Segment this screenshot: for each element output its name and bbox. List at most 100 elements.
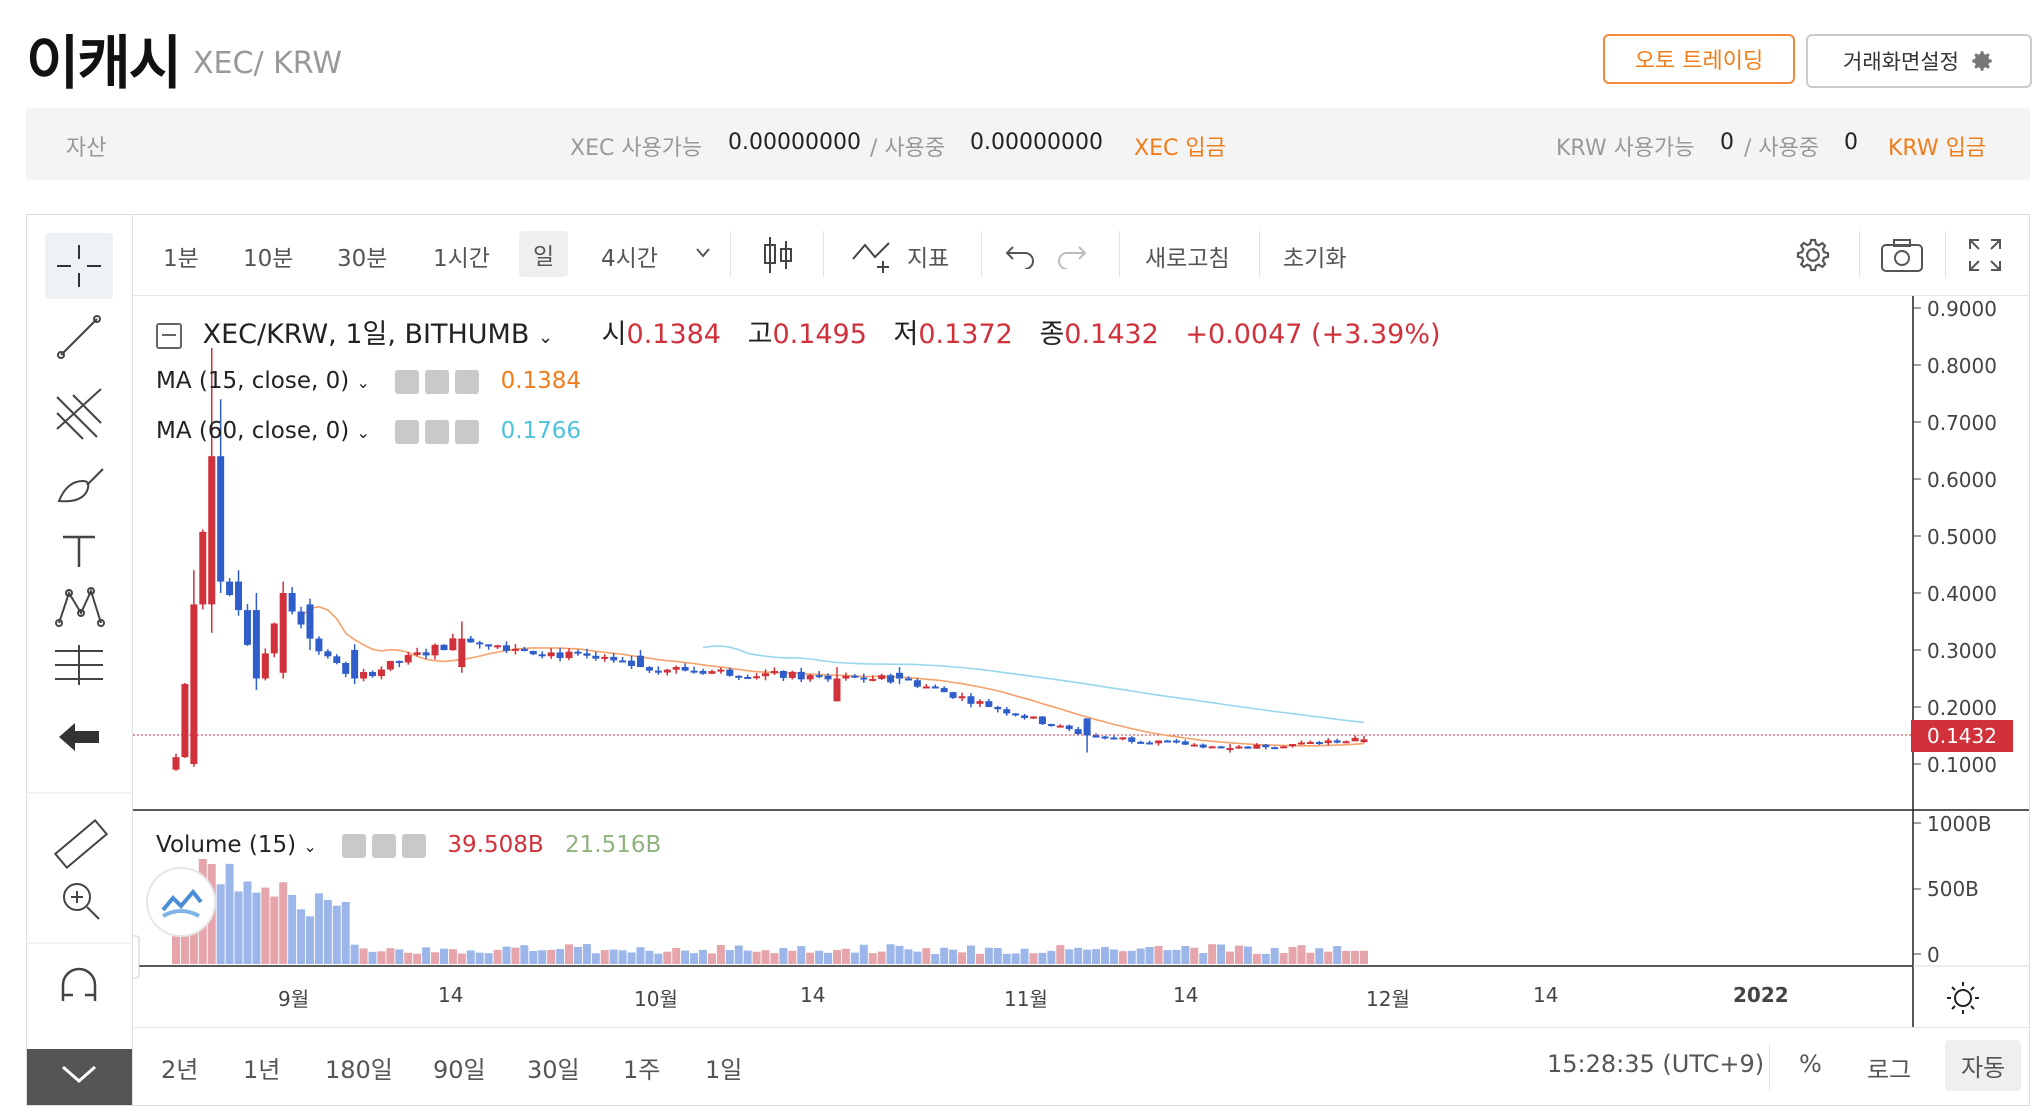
pitchfork-icon[interactable]	[56, 388, 102, 440]
collapse-legend-icon[interactable]	[156, 322, 182, 349]
gear-icon[interactable]	[425, 369, 450, 394]
volume-bar	[716, 944, 725, 964]
eye-icon[interactable]	[395, 369, 420, 394]
gear-icon[interactable]	[425, 419, 450, 444]
volume-bar	[1306, 952, 1315, 964]
volume-bar	[413, 953, 422, 964]
log-toggle[interactable]: 로그	[1867, 1056, 1912, 1084]
volume-bar	[895, 945, 904, 964]
price-chart[interactable]	[133, 296, 2029, 1027]
interval-30m[interactable]: 30분	[337, 246, 388, 272]
candle-body	[681, 666, 689, 671]
crosshair-icon[interactable]	[57, 245, 101, 287]
candle-body	[815, 675, 823, 678]
arrow-left-icon[interactable]	[59, 723, 99, 751]
volume-bar	[636, 947, 645, 964]
volume-bar	[958, 952, 967, 964]
candle-body	[306, 604, 314, 639]
brightness-icon[interactable]	[1947, 982, 1979, 1014]
gear-icon[interactable]	[372, 833, 397, 858]
ma-path	[702, 645, 1365, 724]
redo-icon[interactable]	[1055, 241, 1087, 269]
volume-bar	[234, 891, 243, 964]
chevron-down-icon[interactable]: ⌄	[537, 327, 554, 348]
volume-bar	[1163, 950, 1172, 964]
magnet-icon[interactable]	[61, 967, 97, 1001]
range-90d[interactable]: 90일	[433, 1056, 486, 1084]
screen-settings-button[interactable]: 거래화면설정	[1806, 34, 2032, 88]
indicators-icon[interactable]	[851, 237, 895, 273]
trend-line-icon[interactable]	[57, 315, 101, 359]
chevron-down-icon[interactable]: ⌄	[303, 837, 317, 856]
candle-body	[485, 644, 493, 647]
indicators-button[interactable]: 지표	[907, 246, 950, 272]
interval-4h[interactable]: 4시간	[601, 246, 658, 272]
camera-icon[interactable]	[1879, 237, 1925, 273]
range-30d[interactable]: 30일	[527, 1056, 580, 1084]
candle-type-icon[interactable]	[761, 235, 795, 275]
ma15-label[interactable]: MA (15, close, 0)	[156, 368, 350, 394]
price-tick: 0.1000	[1927, 753, 1997, 777]
text-tool-icon[interactable]	[63, 535, 95, 567]
ma60-label[interactable]: MA (60, close, 0)	[156, 418, 350, 444]
volume-bar	[1020, 948, 1029, 964]
volume-bar	[431, 952, 440, 964]
undo-icon[interactable]	[1005, 241, 1037, 269]
clock-label[interactable]: 15:28:35 (UTC+9)	[1547, 1050, 1765, 1078]
candle-body	[208, 456, 216, 605]
interval-10m[interactable]: 10분	[243, 246, 294, 272]
chevron-down-icon[interactable]: ⌄	[356, 373, 370, 392]
xec-deposit-link[interactable]: XEC 입금	[1134, 136, 1226, 161]
volume-tick: 0	[1927, 943, 1940, 967]
volume-bar	[806, 952, 815, 964]
fullscreen-icon[interactable]	[1967, 237, 2003, 273]
candle-body	[315, 638, 323, 652]
candle-body	[1065, 725, 1073, 730]
candle-body	[967, 696, 975, 704]
zoom-in-icon[interactable]	[63, 883, 100, 920]
close-icon[interactable]	[455, 369, 480, 394]
candle-body	[878, 675, 886, 679]
range-1y[interactable]: 1년	[243, 1056, 281, 1084]
interval-1h[interactable]: 1시간	[433, 246, 490, 272]
ruler-icon[interactable]	[53, 818, 109, 870]
close-icon[interactable]	[402, 833, 427, 858]
reset-button[interactable]: 초기화	[1283, 246, 1347, 272]
chevron-down-icon[interactable]	[695, 247, 711, 259]
range-2y[interactable]: 2년	[161, 1056, 199, 1084]
settings-gear-icon[interactable]	[1793, 235, 1833, 275]
auto-trading-button[interactable]: 오토 트레이딩	[1603, 34, 1795, 84]
measure-icon[interactable]	[55, 645, 103, 685]
range-180d[interactable]: 180일	[325, 1056, 393, 1084]
close-icon[interactable]	[455, 419, 480, 444]
open-label: 시	[601, 319, 627, 350]
candle-body	[762, 673, 770, 677]
volume-bar	[984, 947, 993, 964]
refresh-button[interactable]: 새로고침	[1145, 246, 1230, 272]
pattern-icon[interactable]	[55, 587, 105, 627]
volume-bar	[940, 947, 949, 964]
auto-toggle[interactable]: 자동	[1945, 1040, 2022, 1091]
eye-icon[interactable]	[342, 833, 367, 858]
krw-deposit-link[interactable]: KRW 입금	[1888, 136, 1987, 161]
volume-label[interactable]: Volume (15)	[156, 832, 297, 858]
volume-bar	[1288, 946, 1297, 964]
eye-icon[interactable]	[395, 419, 420, 444]
range-1w[interactable]: 1주	[623, 1056, 661, 1084]
volume-bar	[422, 947, 431, 964]
volume-bar	[529, 950, 538, 964]
interval-1m[interactable]: 1분	[163, 246, 199, 272]
panel-toggle[interactable]	[133, 935, 140, 979]
interval-1d[interactable]: 일	[519, 231, 569, 277]
percent-toggle[interactable]: %	[1799, 1050, 1822, 1078]
range-1d[interactable]: 1일	[705, 1056, 743, 1084]
volume-bar	[761, 950, 770, 964]
chevron-down-icon[interactable]	[62, 1065, 96, 1083]
volume-bar	[859, 944, 868, 964]
brush-icon[interactable]	[57, 468, 104, 503]
candle-body	[985, 701, 993, 707]
chart-toolbar: 1분 10분 30분 1시간 일 4시간 지표 새로고침 초기화	[133, 215, 2029, 296]
chevron-down-icon[interactable]: ⌄	[356, 423, 370, 442]
symbol-label[interactable]: XEC/KRW, 1일, BITHUMB	[202, 319, 530, 350]
volume-bar	[1342, 950, 1351, 964]
